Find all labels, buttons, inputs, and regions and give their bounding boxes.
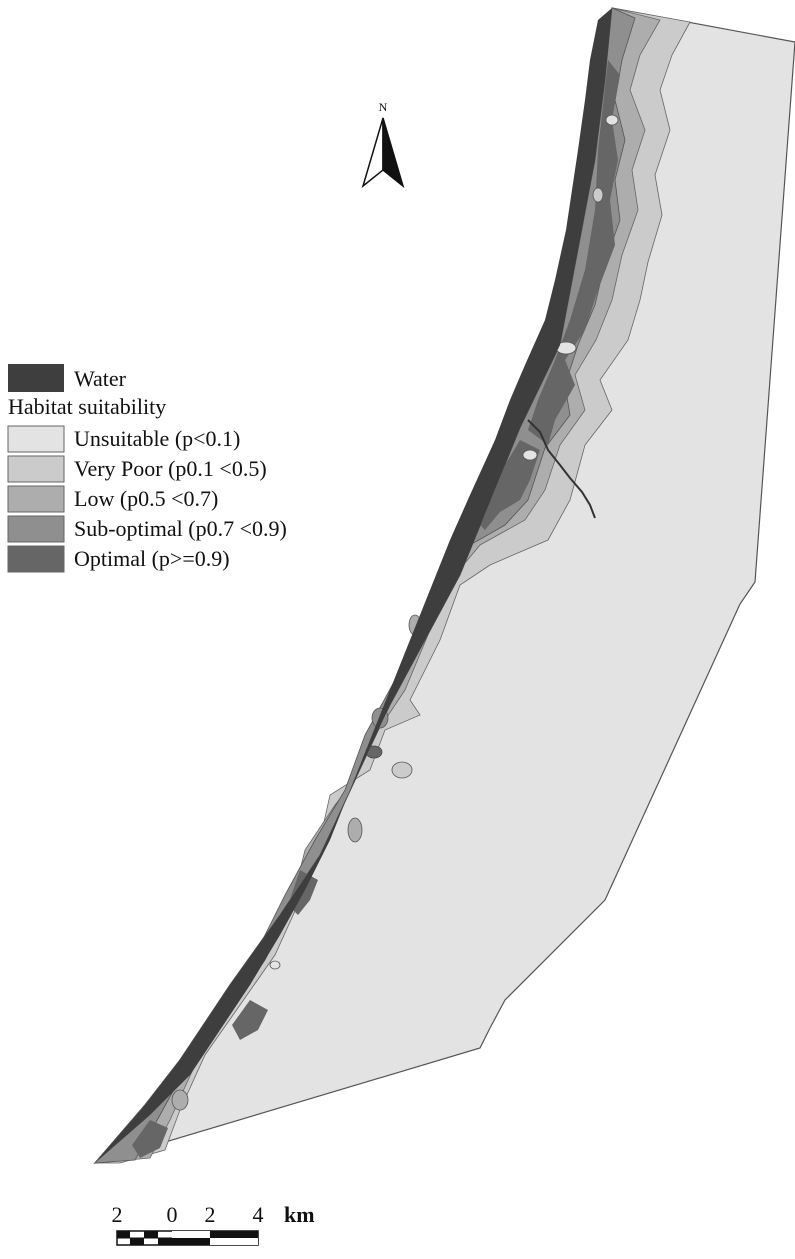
legend-swatch-low [7,485,65,513]
legend-swatch-very-poor [7,455,65,483]
contour-island [269,960,281,970]
scale-tick-label: 2 [205,1202,216,1227]
legend-swatch-optimal [7,545,65,573]
scale-bar-segment [130,1238,144,1245]
scale-bar-segment [172,1231,210,1238]
scale-tick-label: 0 [167,1202,178,1227]
north-label: N [379,100,388,114]
optimal-zone [475,440,540,530]
contour-island [522,449,538,461]
scale-bar-segment [117,1231,130,1238]
contour-island [171,1089,189,1111]
contour-island [391,761,413,779]
legend-swatch-unsuitable [7,425,65,453]
scale-bar-segment [172,1238,210,1245]
legend-group-title: Habitat suitability [8,394,166,419]
legend-water-swatch [8,364,64,392]
north-arrow-left-half [361,117,384,189]
stream-line [527,419,596,519]
scale-tick-label: 4 [253,1202,264,1227]
scale-bar: 2 0 2 4 km [112,1202,315,1246]
scale-bar-segment [210,1238,258,1245]
north-arrow: N [361,100,405,189]
legend: Water Habitat suitability Unsuitable (p<… [7,364,287,573]
north-arrow-right-half [382,117,405,189]
contour-island [347,817,363,843]
optimal-zone [232,1000,268,1040]
scale-bar-segment [144,1231,158,1238]
scale-bar-segment [210,1231,258,1238]
legend-label-low: Low (p0.5 <0.7) [74,486,218,511]
contour-island [592,187,604,203]
legend-swatch-sub-optimal [7,515,65,543]
scale-unit-label: km [284,1202,315,1227]
optimal-zone [528,60,620,445]
scale-bar-segment [158,1238,172,1245]
legend-label-very-poor: Very Poor (p0.1 <0.5) [74,456,267,481]
optimal-zone [132,1120,168,1158]
legend-water-label: Water [74,366,127,391]
scale-tick-label: 2 [112,1202,123,1227]
legend-label-optimal: Optimal (p>=0.9) [74,546,230,571]
legend-label-unsuitable: Unsuitable (p<0.1) [74,426,240,451]
legend-label-sub-optimal: Sub-optimal (p0.7 <0.9) [74,516,287,541]
contour-island [605,114,619,126]
